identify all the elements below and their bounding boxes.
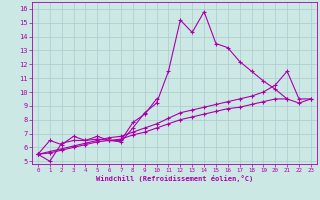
X-axis label: Windchill (Refroidissement éolien,°C): Windchill (Refroidissement éolien,°C) <box>96 175 253 182</box>
